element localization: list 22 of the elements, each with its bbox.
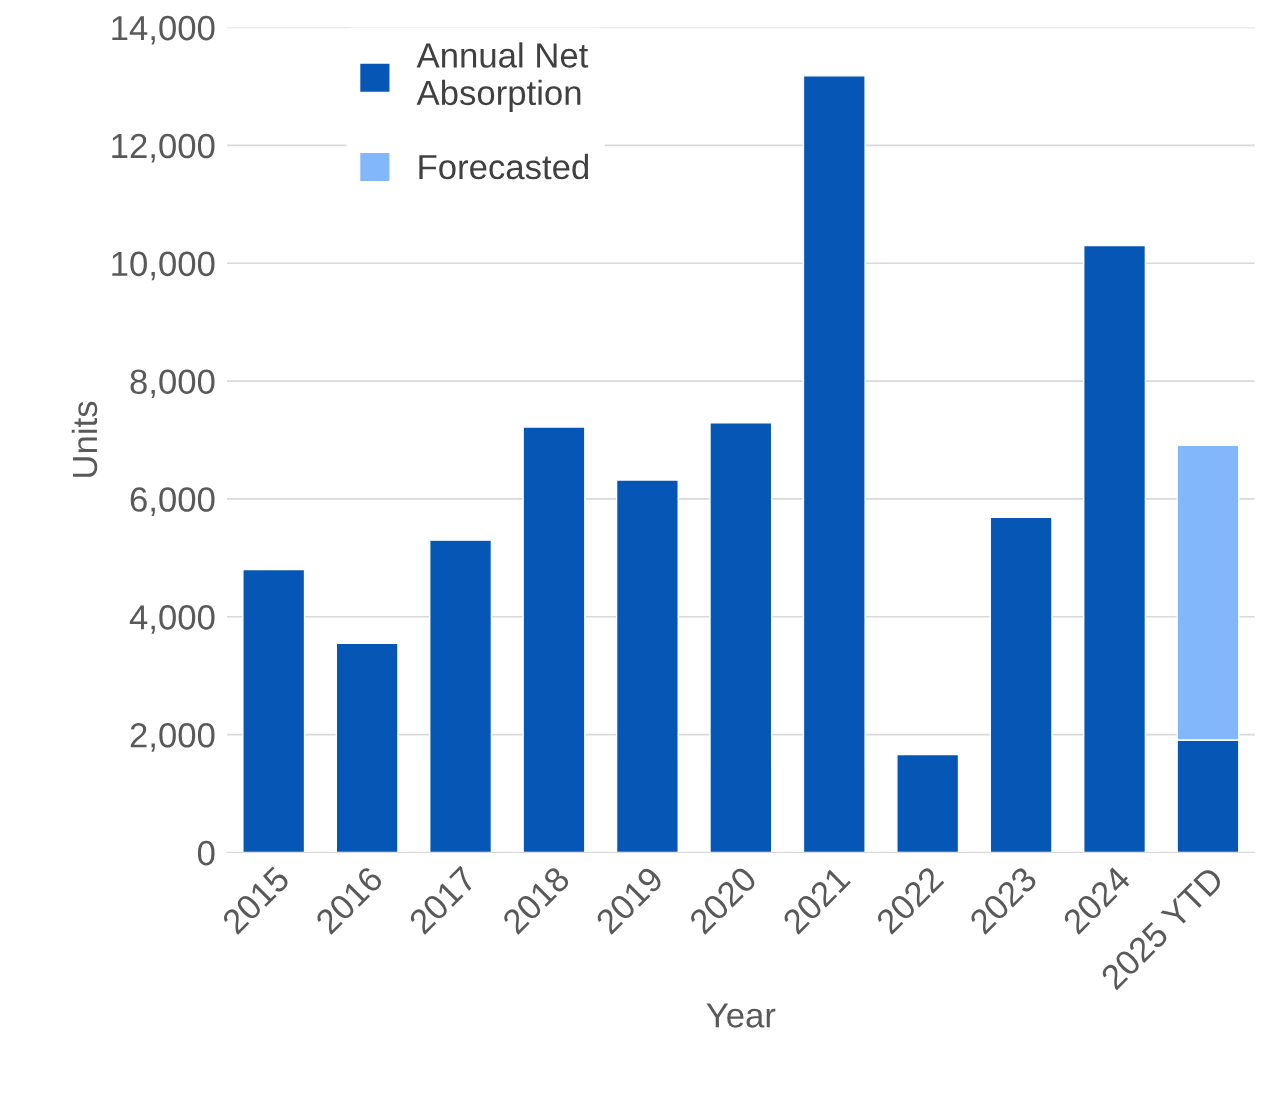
y-axis-title: Units [71,401,98,477]
legend-label: Forecasted [419,153,589,180]
bar [522,426,586,853]
bar [242,568,306,853]
x-axis-title: Year [706,1003,776,1028]
y-tick-label: 14,000 [112,15,215,45]
bar [615,479,679,853]
bar [709,422,773,853]
bar [1083,244,1147,853]
legend-label: Annual Net Absorption [416,42,589,113]
y-tick-label: 6,000 [130,487,215,516]
y-tick-label: 8,000 [130,369,215,399]
y-tick-label: 2,000 [130,722,215,752]
y-tick-label: 10,000 [112,251,215,281]
y-tick-label: 0 [197,840,215,866]
bar [989,516,1053,853]
bar [429,539,493,853]
y-tick-label: 12,000 [112,133,215,163]
bar [896,753,960,853]
bar [335,642,399,853]
bar [802,75,866,853]
y-tick-label: 4,000 [129,605,215,634]
